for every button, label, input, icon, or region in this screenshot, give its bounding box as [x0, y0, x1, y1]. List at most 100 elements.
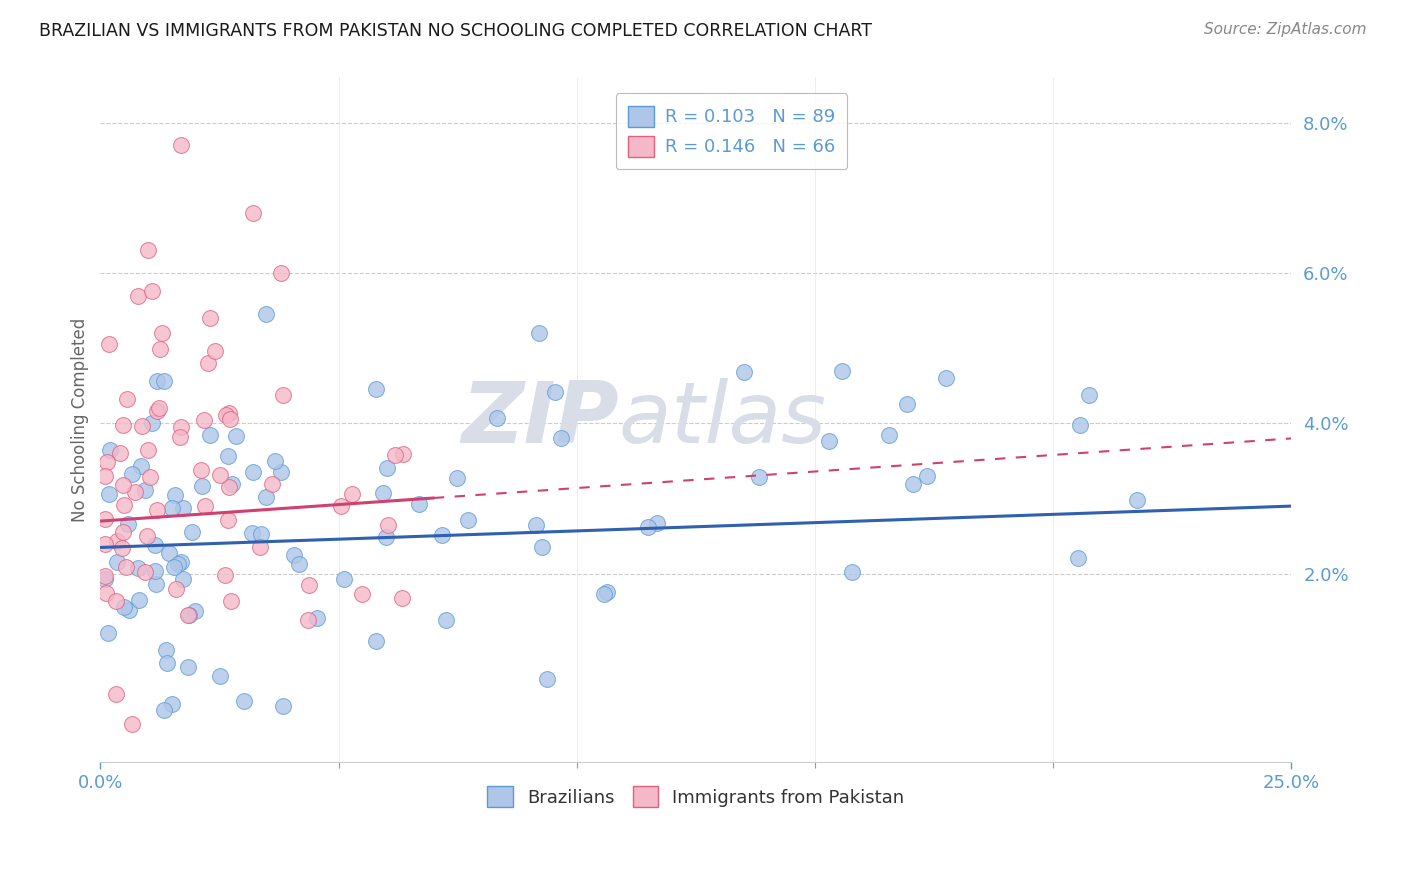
Immigrants from Pakistan [330, 499, 353, 513]
Immigrants from Pakistan [249, 540, 271, 554]
Brazilians [596, 584, 619, 599]
Immigrants from Pakistan [204, 344, 226, 359]
Brazilians [172, 572, 194, 586]
Immigrants from Pakistan [297, 613, 319, 627]
Immigrants from Pakistan [105, 687, 128, 701]
Brazilians [733, 365, 755, 379]
Immigrants from Pakistan [262, 477, 284, 491]
Immigrants from Pakistan [94, 469, 117, 483]
Text: ZIP: ZIP [461, 378, 619, 461]
Brazilians [177, 607, 200, 622]
Immigrants from Pakistan [218, 480, 240, 494]
Immigrants from Pakistan [105, 594, 128, 608]
Brazilians [254, 491, 277, 505]
Brazilians [903, 477, 925, 491]
Immigrants from Pakistan [177, 607, 200, 622]
Immigrants from Pakistan [94, 537, 117, 551]
Immigrants from Pakistan [136, 244, 159, 258]
Text: Source: ZipAtlas.com: Source: ZipAtlas.com [1204, 22, 1367, 37]
Brazilians [155, 643, 177, 657]
Brazilians [127, 560, 149, 574]
Brazilians [544, 384, 567, 399]
Immigrants from Pakistan [112, 478, 135, 492]
Brazilians [242, 465, 264, 479]
Brazilians [831, 364, 853, 378]
Immigrants from Pakistan [198, 311, 221, 326]
Brazilians [121, 467, 143, 482]
Brazilians [160, 697, 183, 711]
Brazilians [134, 483, 156, 497]
Immigrants from Pakistan [208, 467, 231, 482]
Immigrants from Pakistan [121, 717, 143, 731]
Brazilians [129, 459, 152, 474]
Immigrants from Pakistan [194, 499, 217, 513]
Brazilians [145, 576, 167, 591]
Brazilians [896, 397, 918, 411]
Brazilians [153, 374, 176, 388]
Immigrants from Pakistan [271, 388, 294, 402]
Immigrants from Pakistan [98, 337, 121, 351]
Immigrants from Pakistan [217, 513, 239, 527]
Brazilians [645, 516, 668, 531]
Brazilians [98, 442, 121, 457]
Brazilians [217, 449, 239, 463]
Brazilians [94, 572, 117, 586]
Brazilians [524, 518, 547, 533]
Brazilians [527, 326, 550, 340]
Immigrants from Pakistan [96, 455, 118, 469]
Brazilians [157, 545, 180, 559]
Immigrants from Pakistan [107, 534, 129, 549]
Brazilians [128, 593, 150, 607]
Brazilians [153, 703, 176, 717]
Brazilians [141, 417, 163, 431]
Brazilians [240, 525, 263, 540]
Brazilians [145, 564, 167, 578]
Brazilians [457, 513, 479, 527]
Brazilians [748, 470, 770, 484]
Brazilians [550, 431, 572, 445]
Immigrants from Pakistan [392, 447, 415, 461]
Brazilians [434, 614, 457, 628]
Brazilians [375, 461, 398, 475]
Brazilians [637, 520, 659, 534]
Immigrants from Pakistan [219, 412, 242, 426]
Brazilians [198, 428, 221, 442]
Immigrants from Pakistan [146, 404, 169, 418]
Brazilians [190, 478, 212, 492]
Brazilians [232, 694, 254, 708]
Immigrants from Pakistan [148, 401, 170, 416]
Legend: Brazilians, Immigrants from Pakistan: Brazilians, Immigrants from Pakistan [479, 779, 911, 814]
Brazilians [283, 548, 305, 562]
Immigrants from Pakistan [146, 503, 169, 517]
Immigrants from Pakistan [352, 587, 374, 601]
Brazilians [375, 530, 398, 544]
Brazilians [307, 611, 329, 625]
Immigrants from Pakistan [342, 487, 364, 501]
Brazilians [1126, 493, 1149, 508]
Brazilians [408, 497, 430, 511]
Brazilians [371, 485, 394, 500]
Brazilians [430, 528, 453, 542]
Brazilians [225, 429, 247, 443]
Immigrants from Pakistan [193, 413, 215, 427]
Immigrants from Pakistan [127, 288, 149, 302]
Brazilians [166, 557, 188, 571]
Immigrants from Pakistan [215, 408, 238, 422]
Brazilians [364, 634, 387, 648]
Brazilians [98, 487, 121, 501]
Brazilians [117, 517, 139, 532]
Immigrants from Pakistan [170, 138, 193, 153]
Brazilians [97, 625, 120, 640]
Brazilians [1069, 417, 1091, 432]
Brazilians [221, 477, 243, 491]
Brazilians [162, 559, 184, 574]
Immigrants from Pakistan [134, 565, 156, 579]
Brazilians [177, 660, 200, 674]
Brazilians [486, 411, 509, 425]
Text: BRAZILIAN VS IMMIGRANTS FROM PAKISTAN NO SCHOOLING COMPLETED CORRELATION CHART: BRAZILIAN VS IMMIGRANTS FROM PAKISTAN NO… [39, 22, 872, 40]
Immigrants from Pakistan [94, 568, 117, 582]
Brazilians [593, 587, 616, 601]
Brazilians [530, 540, 553, 554]
Immigrants from Pakistan [298, 577, 321, 591]
Immigrants from Pakistan [165, 582, 187, 597]
